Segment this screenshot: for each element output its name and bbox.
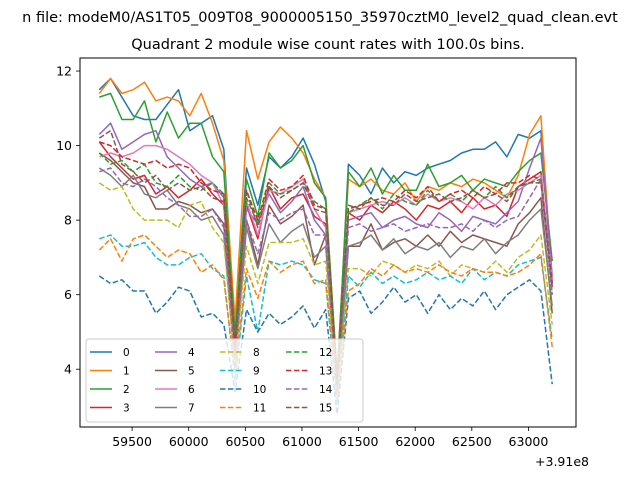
series-line-15 bbox=[98, 129, 553, 385]
legend-label-0: 0 bbox=[123, 347, 130, 359]
y-tick-label: 4 bbox=[64, 362, 72, 377]
y-tick-label: 12 bbox=[56, 64, 72, 79]
legend-label-11: 11 bbox=[253, 403, 266, 415]
x-tick-label: 59500 bbox=[112, 434, 152, 449]
series-line-10 bbox=[98, 275, 553, 415]
y-tick-label: 8 bbox=[64, 213, 72, 228]
x-tick-label: 60000 bbox=[169, 434, 209, 449]
legend-label-9: 9 bbox=[253, 366, 260, 378]
series-line-13 bbox=[99, 141, 553, 382]
x-tick-label: 61000 bbox=[282, 434, 322, 449]
legend-label-15: 15 bbox=[319, 403, 332, 415]
legend-label-7: 7 bbox=[188, 403, 195, 415]
legend-label-10: 10 bbox=[253, 384, 266, 396]
series-line-7 bbox=[98, 167, 553, 397]
y-tick-label: 10 bbox=[56, 138, 72, 153]
legend-label-8: 8 bbox=[253, 347, 260, 359]
series-line-6 bbox=[99, 144, 553, 385]
legend-frame bbox=[85, 338, 364, 423]
x-tick-label: 60500 bbox=[225, 434, 265, 449]
legend-label-4: 4 bbox=[188, 347, 195, 359]
x-tick-label: 62000 bbox=[395, 434, 435, 449]
x-offset-label: +3.91e8 bbox=[535, 454, 589, 469]
series-line-2 bbox=[99, 92, 553, 378]
legend-label-13: 13 bbox=[319, 366, 332, 378]
file-label: n file: modeM0/AS1T05_009T08_9000005150_… bbox=[22, 10, 618, 26]
chart-title: Quadrant 2 module wise count rates with … bbox=[131, 37, 525, 53]
plot-area bbox=[79, 57, 577, 428]
series-line-11 bbox=[98, 234, 553, 400]
y-tick-label: 6 bbox=[64, 287, 72, 302]
series-layer bbox=[98, 77, 553, 415]
legend-label-14: 14 bbox=[319, 384, 333, 396]
legend-label-6: 6 bbox=[188, 384, 195, 396]
series-line-12 bbox=[98, 152, 553, 382]
x-tick-label: 63000 bbox=[509, 434, 549, 449]
legend-label-5: 5 bbox=[188, 366, 195, 378]
x-tick-label: 61500 bbox=[339, 434, 379, 449]
legend-label-1: 1 bbox=[123, 366, 130, 378]
x-axis: 59500 60000 60500 61000 61500 62000 62500 63000 bbox=[112, 427, 548, 449]
legend-label-2: 2 bbox=[123, 384, 130, 396]
legend-label-3: 3 bbox=[123, 403, 130, 415]
x-tick-label: 62500 bbox=[452, 434, 492, 449]
series-line-14 bbox=[99, 167, 553, 393]
plot-frame bbox=[79, 57, 577, 428]
y-axis: 4 6 8 10 12 bbox=[56, 64, 80, 377]
legend-label-12: 12 bbox=[319, 347, 332, 359]
